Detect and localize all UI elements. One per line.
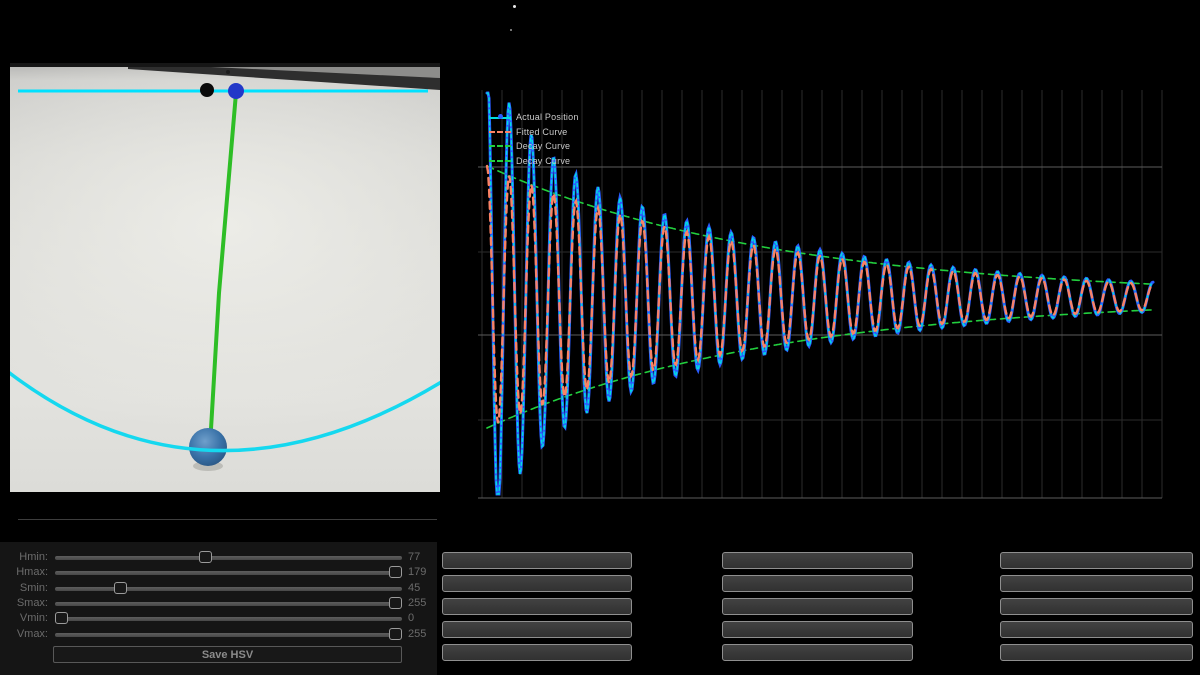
slider-track[interactable] xyxy=(55,612,402,625)
legend-swatch-icon xyxy=(489,145,511,148)
slider-track[interactable] xyxy=(55,596,402,609)
video-top-edge xyxy=(10,63,440,67)
legend-label: Decay Curve xyxy=(516,141,571,152)
legend-label: Fitted Curve xyxy=(516,126,568,137)
hsv-slider-row: Hmax: 179 xyxy=(0,566,437,580)
slider-label: Smax: xyxy=(16,596,48,609)
blank-button[interactable] xyxy=(442,644,632,661)
slider-label: Smin: xyxy=(19,581,48,594)
legend-label: Actual Position xyxy=(516,112,579,123)
tracked-ball xyxy=(189,428,227,466)
slider-handle[interactable] xyxy=(389,627,402,640)
blank-button[interactable] xyxy=(1000,552,1193,569)
legend-swatch-icon xyxy=(489,160,511,163)
slider-value: 179 xyxy=(408,566,427,579)
slider-track[interactable] xyxy=(55,551,402,563)
slider-handle[interactable] xyxy=(389,566,402,579)
slider-value: 0 xyxy=(408,612,415,625)
blank-button[interactable] xyxy=(442,575,632,592)
blank-button[interactable] xyxy=(722,575,913,592)
video-overlay xyxy=(10,63,440,471)
hsv-slider-row: Smin: 45 xyxy=(0,581,437,596)
blank-button[interactable] xyxy=(722,598,913,615)
hsv-slider-row: Vmin: 0 xyxy=(0,612,437,626)
blank-button[interactable] xyxy=(442,621,632,638)
rod-marker-dot xyxy=(226,70,230,74)
fitted-curve-line xyxy=(485,164,1155,424)
pivot-dot xyxy=(228,83,244,99)
blank-button[interactable] xyxy=(722,621,913,638)
actual-position-markers xyxy=(486,92,1154,495)
panel-divider xyxy=(18,519,437,520)
ceiling-rod xyxy=(128,63,440,90)
blank-button[interactable] xyxy=(442,552,632,569)
blank-button[interactable] xyxy=(722,644,913,661)
slider-handle[interactable] xyxy=(113,581,127,594)
decay-curve-upper xyxy=(486,165,1154,285)
slider-handle[interactable] xyxy=(55,612,68,625)
speck-dot xyxy=(513,5,516,8)
legend-item: Actual Position xyxy=(489,110,579,125)
slider-track[interactable] xyxy=(55,566,402,579)
chart-legend: Actual Position Fitted Curve Decay Curve De… xyxy=(489,110,579,168)
save-hsv-button[interactable]: Save HSV xyxy=(53,646,402,663)
legend-swatch-icon xyxy=(489,130,511,133)
blank-button[interactable] xyxy=(1000,621,1193,638)
slider-label: Vmin: xyxy=(19,612,48,625)
legend-item: Decay Curve xyxy=(489,154,579,169)
slider-label: Hmin: xyxy=(19,551,48,563)
hsv-slider-row: Smax: 255 xyxy=(0,596,437,611)
speck-dot xyxy=(510,29,512,31)
decay-curve-lower xyxy=(486,309,1154,429)
hsv-slider-row: Vmax: 255 xyxy=(0,627,437,642)
actual-position-line xyxy=(485,91,1155,496)
blank-button[interactable] xyxy=(1000,644,1193,661)
slider-value: 255 xyxy=(408,627,427,640)
pendulum-video-panel xyxy=(10,63,440,492)
reference-dot xyxy=(200,83,214,97)
slider-track[interactable] xyxy=(55,581,402,594)
legend-swatch-icon xyxy=(489,113,511,119)
slider-value: 45 xyxy=(408,581,421,594)
slider-handle[interactable] xyxy=(389,596,402,609)
legend-label: Decay Curve xyxy=(516,156,571,167)
legend-item: Decay Curve xyxy=(489,139,579,154)
blank-button[interactable] xyxy=(442,598,632,615)
slider-track[interactable] xyxy=(55,627,402,640)
blank-button[interactable] xyxy=(1000,598,1193,615)
hsv-slider-row: Hmin: 77 xyxy=(0,551,437,565)
slider-handle[interactable] xyxy=(198,551,212,563)
slider-label: Vmax: xyxy=(16,627,48,640)
slider-value: 255 xyxy=(408,596,427,609)
pendulum-string xyxy=(208,92,238,447)
slider-label: Hmax: xyxy=(16,566,48,579)
legend-item: Fitted Curve xyxy=(489,125,579,140)
blank-button[interactable] xyxy=(722,552,913,569)
swing-arc xyxy=(10,371,440,453)
blank-button[interactable] xyxy=(1000,575,1193,592)
slider-value: 77 xyxy=(408,551,421,563)
